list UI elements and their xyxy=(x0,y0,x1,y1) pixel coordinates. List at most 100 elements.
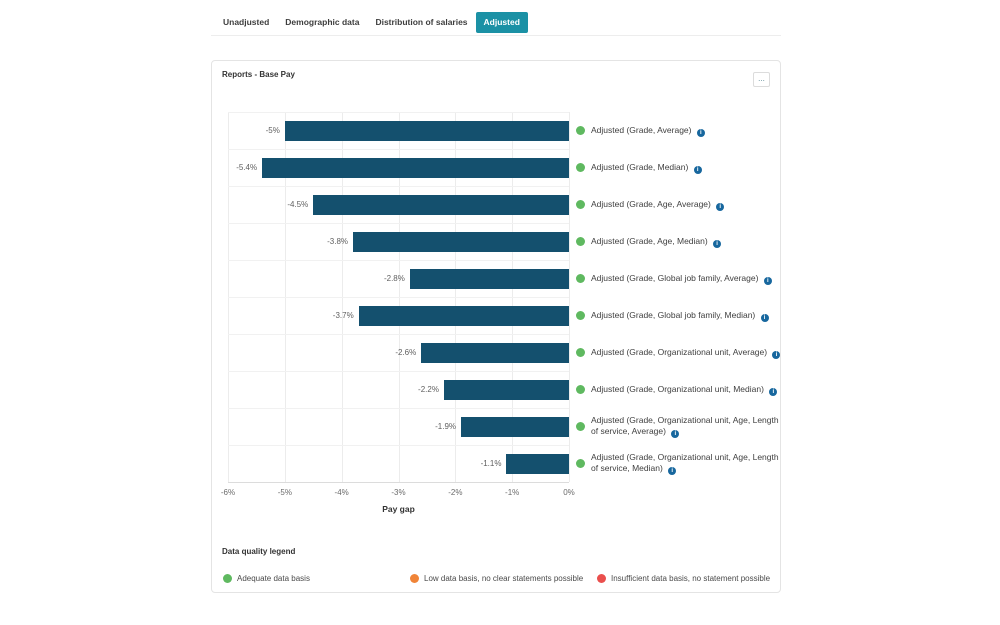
row-separator xyxy=(228,408,569,409)
orange-dot-icon xyxy=(410,574,419,583)
series-label: Adjusted (Grade, Average) i xyxy=(591,125,783,137)
bar-value-label: -4.5% xyxy=(287,199,309,209)
pay-gap-bar[interactable] xyxy=(443,379,569,400)
legend-item-label: Low data basis, no clear statements poss… xyxy=(424,574,584,583)
series-label: Adjusted (Grade, Organizational unit, Ag… xyxy=(591,414,779,439)
data-quality-dot-icon xyxy=(576,163,585,172)
info-icon[interactable]: i xyxy=(693,165,702,174)
row-separator xyxy=(228,112,569,113)
pay-gap-bar[interactable] xyxy=(506,453,569,474)
data-quality-dot-icon xyxy=(576,459,585,468)
data-quality-dot-icon xyxy=(576,348,585,357)
row-separator xyxy=(228,186,569,187)
pay-gap-bar[interactable] xyxy=(313,194,569,215)
tab-distribution-of-salaries[interactable]: Distribution of salaries xyxy=(375,17,468,27)
bar-value-label: -2.6% xyxy=(395,347,417,357)
red-dot-icon xyxy=(597,574,606,583)
info-icon[interactable]: i xyxy=(696,128,705,137)
bar-value-label: -2.2% xyxy=(418,384,439,394)
series-label-row: Adjusted (Grade, Age, Average) i xyxy=(576,186,783,223)
x-tick-label: -6% xyxy=(220,488,236,497)
x-tick-label: -1% xyxy=(505,488,520,497)
series-label-row: Adjusted (Grade, Global job family, Aver… xyxy=(576,260,783,297)
series-label: Adjusted (Grade, Global job family, Aver… xyxy=(591,273,783,285)
series-label: Adjusted (Grade, Age, Median) i xyxy=(591,236,783,248)
pay-gap-bar[interactable] xyxy=(262,157,569,178)
data-quality-dot-icon xyxy=(576,311,585,320)
data-quality-dot-icon xyxy=(576,385,585,394)
x-axis-title: Pay gap xyxy=(382,504,415,514)
green-dot-icon xyxy=(223,574,232,583)
info-icon[interactable]: i xyxy=(769,387,778,396)
series-label-row: Adjusted (Grade, Age, Median) i xyxy=(576,223,783,260)
bar-value-label: -5.4% xyxy=(236,162,258,172)
data-quality-dot-icon xyxy=(576,237,585,246)
pay-gap-bar[interactable] xyxy=(461,416,569,437)
series-label-row: Adjusted (Grade, Organizational unit, Ag… xyxy=(576,445,783,482)
series-label: Adjusted (Grade, Age, Average) i xyxy=(591,199,783,211)
card-menu-button[interactable]: ... xyxy=(753,72,770,87)
series-label-row: Adjusted (Grade, Global job family, Medi… xyxy=(576,297,783,334)
report-card: Reports - Base Pay ... -6% -5% -4% -3% -2% -1… xyxy=(211,60,781,593)
x-tick-label: -3% xyxy=(391,488,406,497)
info-icon[interactable]: i xyxy=(668,467,677,476)
legend-item-insufficient: Insufficient data basis, no statement po… xyxy=(597,574,770,583)
legend-item-label: Adequate data basis xyxy=(237,574,310,583)
tab-bar: Unadjusted Demographic data Distribution… xyxy=(211,12,781,36)
series-label: Adjusted (Grade, Organizational unit, Av… xyxy=(591,347,783,359)
gridline xyxy=(569,112,570,482)
row-separator xyxy=(228,260,569,261)
bar-value-label: -3.8% xyxy=(327,236,349,246)
tab-demographic-data[interactable]: Demographic data xyxy=(285,17,360,27)
legend-item-adequate: Adequate data basis xyxy=(223,574,310,583)
x-tick-label: -2% xyxy=(448,488,463,497)
bar-value-label: -1.9% xyxy=(435,421,457,431)
series-label: Adjusted (Grade, Organizational unit, Ag… xyxy=(591,451,779,476)
x-tick-label: -5% xyxy=(277,488,292,497)
data-quality-dot-icon xyxy=(576,200,585,209)
row-separator xyxy=(228,445,569,446)
bar-value-label: -3.7% xyxy=(332,310,354,320)
pay-gap-bar[interactable] xyxy=(409,268,569,289)
info-icon[interactable]: i xyxy=(763,276,772,285)
tab-unadjusted[interactable]: Unadjusted xyxy=(223,17,270,27)
series-label: Adjusted (Grade, Median) i xyxy=(591,162,783,174)
legend-item-label: Insufficient data basis, no statement po… xyxy=(611,574,771,583)
info-icon[interactable]: i xyxy=(713,239,722,248)
series-label-row: Adjusted (Grade, Organizational unit, Av… xyxy=(576,334,783,371)
x-tick-label: 0% xyxy=(563,488,575,497)
series-label-row: Adjusted (Grade, Average) i xyxy=(576,112,783,149)
pay-gap-bar[interactable] xyxy=(353,231,569,252)
series-label-row: Adjusted (Grade, Median) i xyxy=(576,149,783,186)
series-label: Adjusted (Grade, Global job family, Medi… xyxy=(591,310,783,322)
info-icon[interactable]: i xyxy=(772,350,781,359)
pay-gap-bar[interactable] xyxy=(284,120,569,141)
row-separator xyxy=(228,149,569,150)
bar-value-label: -2.8% xyxy=(383,273,405,283)
data-quality-dot-icon xyxy=(576,422,585,431)
data-quality-dot-icon xyxy=(576,274,585,283)
info-icon[interactable]: i xyxy=(671,430,680,439)
bar-value-label: -1.1% xyxy=(480,458,502,468)
legend-item-low: Low data basis, no clear statements poss… xyxy=(410,574,583,583)
row-separator xyxy=(228,371,569,372)
pay-gap-bar[interactable] xyxy=(358,305,569,326)
row-separator xyxy=(228,297,569,298)
data-quality-dot-icon xyxy=(576,126,585,135)
card-title: Reports - Base Pay xyxy=(222,70,295,79)
x-axis-line xyxy=(228,482,569,483)
tab-adjusted[interactable]: Adjusted xyxy=(475,12,528,33)
pay-gap-bar-chart: -6% -5% -4% -3% -2% -1% 0% -5% Adjusted (Grade, … xyxy=(212,61,783,592)
series-label: Adjusted (Grade, Organizational unit, Me… xyxy=(591,384,783,396)
bar-value-label: -5% xyxy=(265,125,280,135)
info-icon[interactable]: i xyxy=(760,313,769,322)
series-label-row: Adjusted (Grade, Organizational unit, Ag… xyxy=(576,408,783,445)
row-separator xyxy=(228,334,569,335)
x-tick-label: -4% xyxy=(334,488,349,497)
info-icon[interactable]: i xyxy=(716,202,725,211)
data-quality-legend-title: Data quality legend xyxy=(222,547,296,556)
row-separator xyxy=(228,223,569,224)
series-label-row: Adjusted (Grade, Organizational unit, Me… xyxy=(576,371,783,408)
pay-gap-bar[interactable] xyxy=(421,342,569,363)
